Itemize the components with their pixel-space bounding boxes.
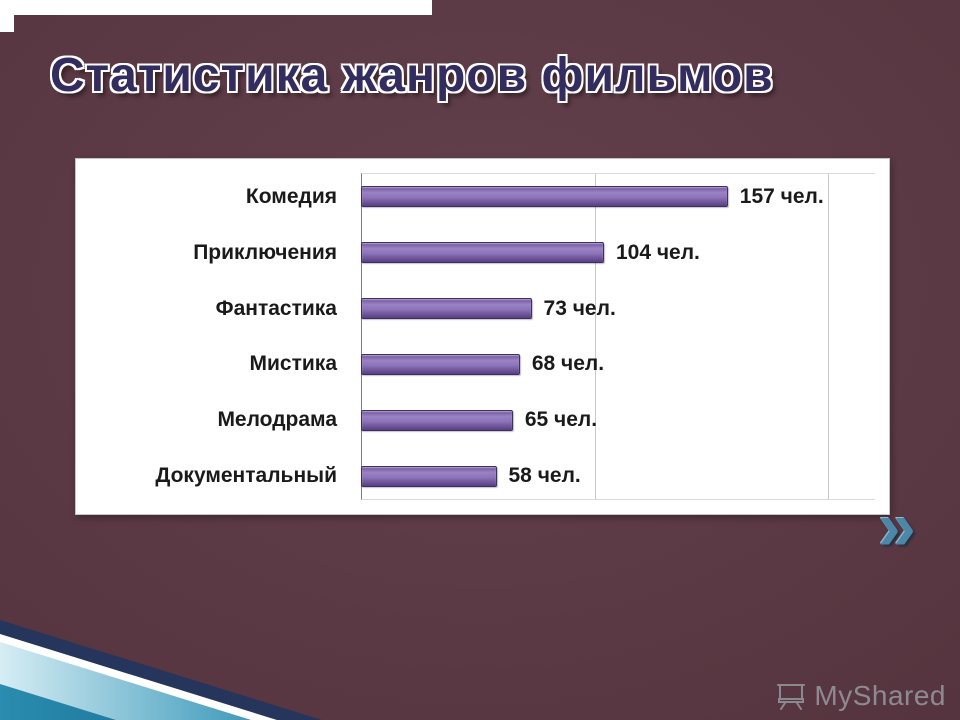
bar	[361, 242, 604, 264]
bar	[361, 298, 532, 320]
chart-rows: Комедия 157 чел. Приключения 104 чел. Фантас…	[76, 169, 889, 504]
top-left-decoration	[0, 0, 432, 15]
bar-chart: Комедия 157 чел. Приключения 104 чел. Фантас…	[76, 159, 889, 514]
slide-title: Статистика жанров фильмов	[50, 49, 774, 102]
category-label: Мелодрама	[217, 408, 337, 432]
bar-track: 73 чел.	[361, 281, 875, 337]
gridline	[595, 174, 597, 499]
bar-track: 104 чел.	[361, 225, 875, 281]
chart-row: Комедия 157 чел.	[76, 169, 889, 225]
projector-screen-icon	[777, 684, 806, 710]
value-label: 157 чел.	[739, 184, 824, 208]
bar-track: 68 чел.	[361, 336, 875, 392]
value-label: 65 чел.	[524, 408, 598, 432]
watermark-text: MyShared	[814, 680, 946, 711]
top-left-corner-block	[0, 0, 14, 32]
chart-row: Документальный 58 чел.	[76, 448, 889, 504]
chart-row: Мелодрама 65 чел.	[76, 392, 889, 448]
bar	[361, 465, 497, 487]
value-label: 73 чел.	[543, 296, 616, 320]
category-label: Документальный	[155, 464, 337, 488]
category-label: Приключения	[193, 240, 337, 264]
gridline	[828, 174, 830, 499]
myshared-watermark: MyShared	[776, 680, 946, 712]
chart-row: Фантастика 73 чел.	[76, 281, 889, 337]
value-label: 104 чел.	[615, 240, 700, 264]
bar	[361, 353, 520, 375]
chart-grid	[361, 173, 875, 500]
category-label: Комедия	[245, 184, 337, 208]
chart-row: Приключения 104 чел.	[76, 225, 889, 281]
value-label: 58 чел.	[508, 464, 581, 488]
value-label: 68 чел.	[531, 352, 605, 376]
chart-row: Мистика 68 чел.	[76, 336, 889, 392]
bar-track: 58 чел.	[361, 448, 875, 504]
bar	[361, 409, 513, 431]
bar-track: 65 чел.	[361, 392, 875, 448]
chart-panel: Комедия 157 чел. Приключения 104 чел. Фантас…	[75, 158, 890, 515]
category-label: Фантастика	[215, 296, 337, 320]
bottom-left-decoration	[0, 620, 380, 720]
category-label: Мистика	[249, 352, 337, 376]
bar	[361, 186, 728, 208]
bar-track: 157 чел.	[361, 169, 875, 225]
next-slide-chevron[interactable]: »	[878, 488, 916, 564]
